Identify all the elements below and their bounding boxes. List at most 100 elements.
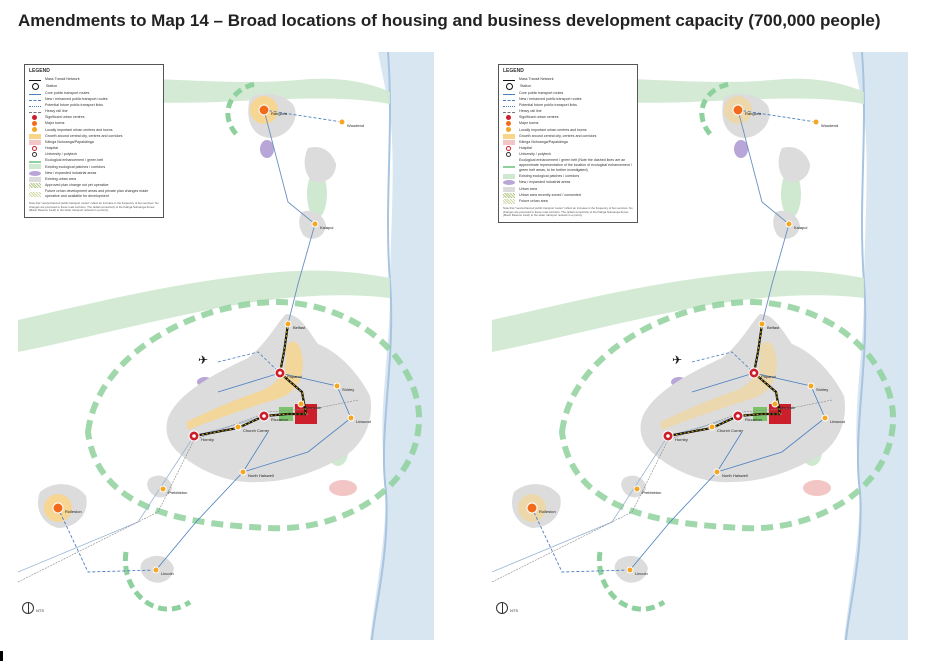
place-belfast[interactable]: Belfast: [758, 320, 780, 330]
legend-item: Urban area: [503, 186, 633, 192]
legend-symbol: [503, 192, 515, 198]
legend-item: Kāinga Nohoanga/Papakāinga: [29, 139, 159, 145]
place-church-corner[interactable]: Church Corner: [234, 423, 270, 433]
legend-symbol: [503, 146, 515, 152]
legend-item: Approved plan change not yet operative: [29, 183, 159, 188]
station-dot: [262, 414, 266, 418]
core-route-orbital: [691, 372, 826, 473]
legend-label: Heavy rail line: [519, 109, 542, 114]
legend-symbol: [29, 170, 41, 176]
map-panel-left[interactable]: ✈ Rangiora Woodend Kaiapoi Belfast Papanui Sh…: [18, 52, 434, 640]
legend-symbol: [503, 99, 515, 101]
legend-item: Core public transport routes: [29, 91, 159, 96]
place-woodend[interactable]: Woodend: [338, 118, 364, 128]
place-label: Lincoln: [161, 571, 174, 576]
place-marker: [633, 485, 641, 493]
place-marker: [338, 118, 346, 126]
place-north-halswell[interactable]: North Halswell: [239, 468, 274, 478]
legend-symbol: [503, 139, 515, 145]
place-prebbleton[interactable]: Prebbleton: [633, 485, 661, 495]
legend-symbol: [29, 176, 41, 182]
legend-item: Potential future public transport links: [29, 103, 159, 108]
place-linwood[interactable]: Linwood: [347, 414, 371, 424]
place-rangiora[interactable]: Rangiora: [732, 104, 762, 116]
legend-label: Ecological enhancement / green belt (Not…: [519, 158, 632, 173]
place-merivale[interactable]: Merivale: [771, 400, 796, 410]
place-linwood[interactable]: Linwood: [821, 414, 845, 424]
legend-items: Mass Transit Network Station Core public t…: [29, 77, 159, 199]
place-lincoln[interactable]: Lincoln: [626, 566, 648, 576]
place-papanui[interactable]: Papanui: [748, 367, 776, 379]
place-hornby[interactable]: Hornby: [662, 430, 688, 442]
place-church-corner[interactable]: Church Corner: [708, 423, 744, 433]
legend-label: Mass Transit Network: [45, 76, 80, 81]
place-prebbleton[interactable]: Prebbleton: [159, 485, 187, 495]
legend-item: Major towns: [503, 121, 633, 127]
place-rolleston[interactable]: Rolleston: [52, 502, 82, 514]
place-label: Kaiapoi: [320, 225, 333, 230]
place-merivale[interactable]: Merivale: [297, 400, 322, 410]
place-north-halswell[interactable]: North Halswell: [713, 468, 748, 478]
legend-label: Major towns: [45, 121, 65, 126]
legend-item: Potential future public transport links: [503, 103, 633, 108]
place-label: Rolleston: [539, 509, 556, 514]
legend-label: Significant urban centres: [519, 115, 559, 120]
place-riccarton[interactable]: Riccarton: [258, 410, 288, 422]
airport-icon: ✈: [198, 353, 208, 367]
place-marker: [732, 104, 744, 116]
enhanced-route-airport: [691, 351, 755, 374]
place-rangiora[interactable]: Rangiora: [258, 104, 288, 116]
place-kaiapoi[interactable]: Kaiapoi: [311, 220, 333, 230]
river-corridor-waimakariri: [492, 270, 864, 352]
map-canvas-left[interactable]: ✈ Rangiora Woodend Kaiapoi Belfast Papanui Sh…: [18, 52, 434, 640]
place-woodend[interactable]: Woodend: [812, 118, 838, 128]
legend-symbol: [29, 133, 41, 139]
legend-label: Existing ecological patches / corridors: [519, 174, 580, 179]
green-belt-arc-rangiora: [225, 81, 257, 136]
place-hornby[interactable]: Hornby: [188, 430, 214, 442]
place-label: Lincoln: [635, 571, 648, 576]
legend-items: Mass Transit Network Station Core public t…: [503, 77, 633, 204]
legend-symbol: [29, 121, 41, 127]
place-label: Merivale: [306, 405, 322, 410]
place-label: Rangiora: [271, 111, 288, 116]
coastline: [371, 52, 393, 640]
legend-left: LEGEND Mass Transit Network Station Core p…: [24, 64, 164, 218]
legend-item: Future urban area: [503, 198, 633, 204]
legend-symbol: [29, 105, 41, 107]
legend-symbol: [503, 121, 515, 127]
legend-title: LEGEND: [29, 68, 50, 74]
legend-symbol: [503, 165, 515, 168]
legend-item: New / enhanced public transport routes: [503, 97, 633, 102]
legend-label: Existing urban area: [45, 176, 76, 181]
place-belfast[interactable]: Belfast: [284, 320, 306, 330]
station-dot: [278, 371, 282, 375]
place-rolleston[interactable]: Rolleston: [526, 502, 556, 514]
legend-symbol: [29, 191, 41, 197]
place-label: Kaiapoi: [794, 225, 807, 230]
legend-symbol: [503, 174, 515, 180]
legend-symbol: [503, 186, 515, 192]
enhanced-route-airport: [217, 351, 281, 374]
legend-label: New / enhanced public transport routes: [519, 97, 582, 101]
place-label: Linwood: [830, 419, 845, 424]
place-lincoln[interactable]: Lincoln: [152, 566, 174, 576]
place-shirley[interactable]: Shirley: [333, 382, 354, 392]
legend-label: Significant urban centres: [45, 115, 85, 120]
heavy-rail-line: [492, 399, 833, 583]
legend-label: Hospital: [519, 146, 532, 151]
place-label: Belfast: [293, 325, 306, 330]
place-shirley[interactable]: Shirley: [807, 382, 828, 392]
place-riccarton[interactable]: Riccarton: [732, 410, 762, 422]
legend-item: Urban area recently zoned / consented: [503, 192, 633, 198]
legend-symbol: [503, 180, 515, 186]
legend-symbol: [29, 160, 41, 163]
place-papanui[interactable]: Papanui: [274, 367, 302, 379]
place-label: Riccarton: [745, 417, 762, 422]
green-belt-ring: [558, 298, 897, 532]
legend-note: Note that "new/enhanced public transport…: [503, 205, 633, 218]
enhanced-route-woodend: [263, 109, 343, 123]
legend-label: Potential future public transport links: [45, 103, 103, 108]
place-kaiapoi[interactable]: Kaiapoi: [785, 220, 807, 230]
map-panel-right[interactable]: ✈ Rangiora Woodend Kaiapoi Belfast Papanui Sh…: [492, 52, 908, 640]
